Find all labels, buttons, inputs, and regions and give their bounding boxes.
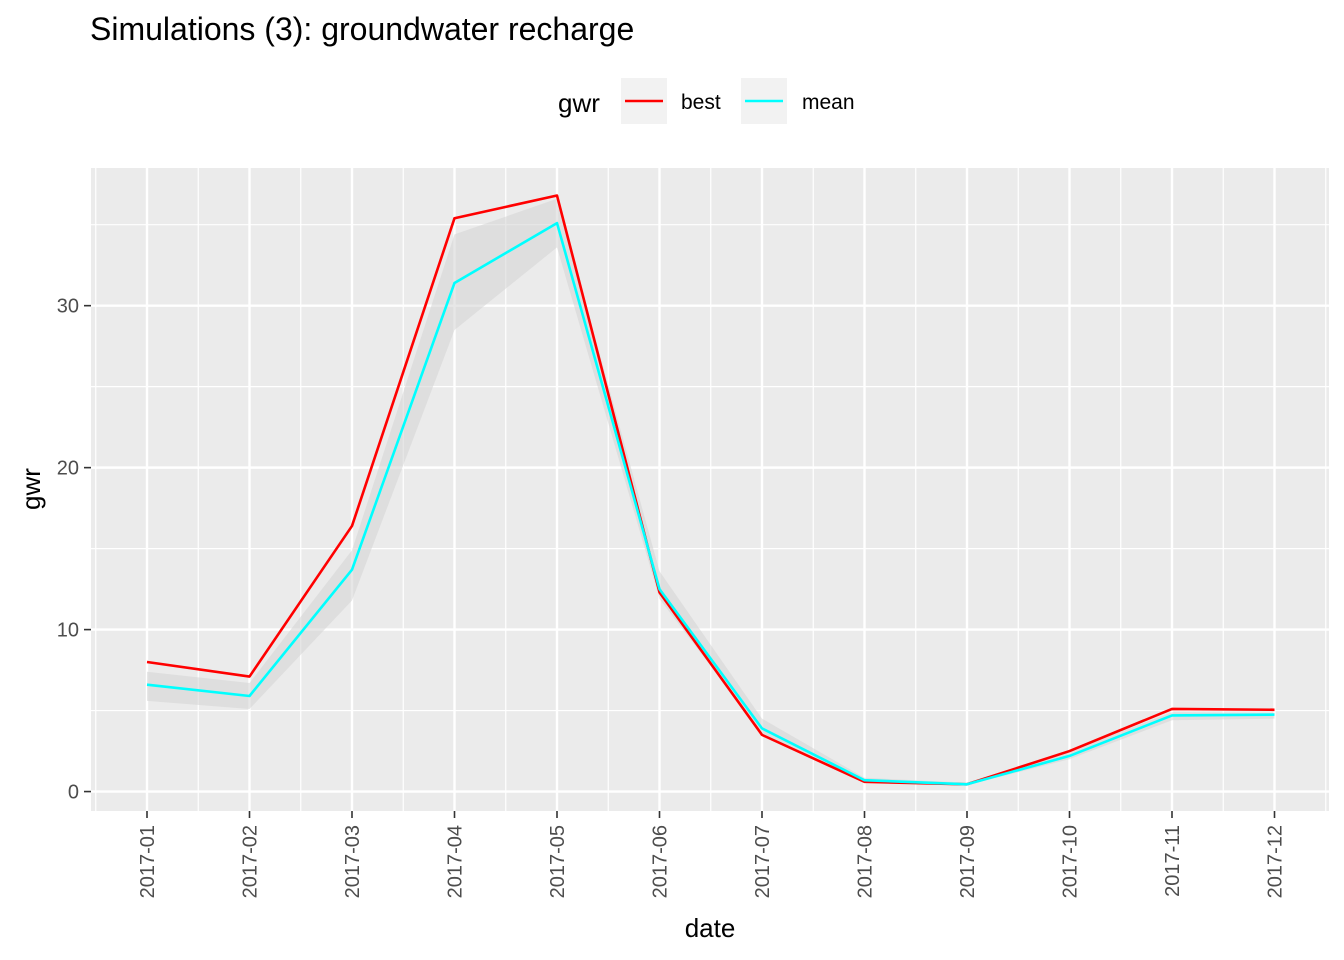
- plot-panel: [91, 168, 1329, 811]
- series-line-best: [146, 194, 1275, 786]
- legend-label-best: best: [681, 91, 721, 114]
- y-axis-title: gwr: [16, 468, 46, 510]
- chart-title: Simulations (3): groundwater recharge: [90, 11, 634, 47]
- x-tick-label: 2017-01: [137, 825, 159, 898]
- x-tick-label: 2017-07: [752, 825, 774, 898]
- x-tick-label: 2017-08: [855, 825, 877, 898]
- legend-title: gwr: [558, 88, 600, 118]
- y-tick-label: 20: [57, 458, 79, 480]
- range-band-area: [147, 198, 1275, 786]
- x-tick-label: 2017-10: [1060, 825, 1082, 898]
- y-tick-label: 0: [68, 782, 79, 804]
- range-band: [147, 198, 1275, 786]
- series-line-mean: [146, 221, 1275, 786]
- x-tick-label: 2017-09: [957, 825, 979, 898]
- series-lines: [146, 194, 1275, 786]
- y-axis: 0 10 20 30: [57, 296, 91, 804]
- x-tick-label: 2017-02: [240, 825, 262, 898]
- x-tick-label: 2017-11: [1162, 825, 1184, 897]
- x-axis-title: date: [685, 913, 736, 943]
- legend: gwr best mean: [558, 78, 855, 124]
- x-tick-label: 2017-06: [650, 825, 672, 898]
- legend-label-mean: mean: [802, 91, 855, 114]
- x-tick-label: 2017-04: [445, 825, 467, 898]
- grid-minor: [91, 168, 1329, 811]
- x-tick-label: 2017-05: [547, 825, 569, 898]
- x-tick-label: 2017-03: [342, 825, 364, 898]
- y-tick-label: 10: [57, 620, 79, 642]
- y-tick-label: 30: [57, 296, 79, 318]
- x-axis: 2017-01 2017-02 2017-03 2017-04 2017-05 2017-…: [137, 811, 1287, 898]
- x-tick-label: 2017-12: [1265, 825, 1287, 898]
